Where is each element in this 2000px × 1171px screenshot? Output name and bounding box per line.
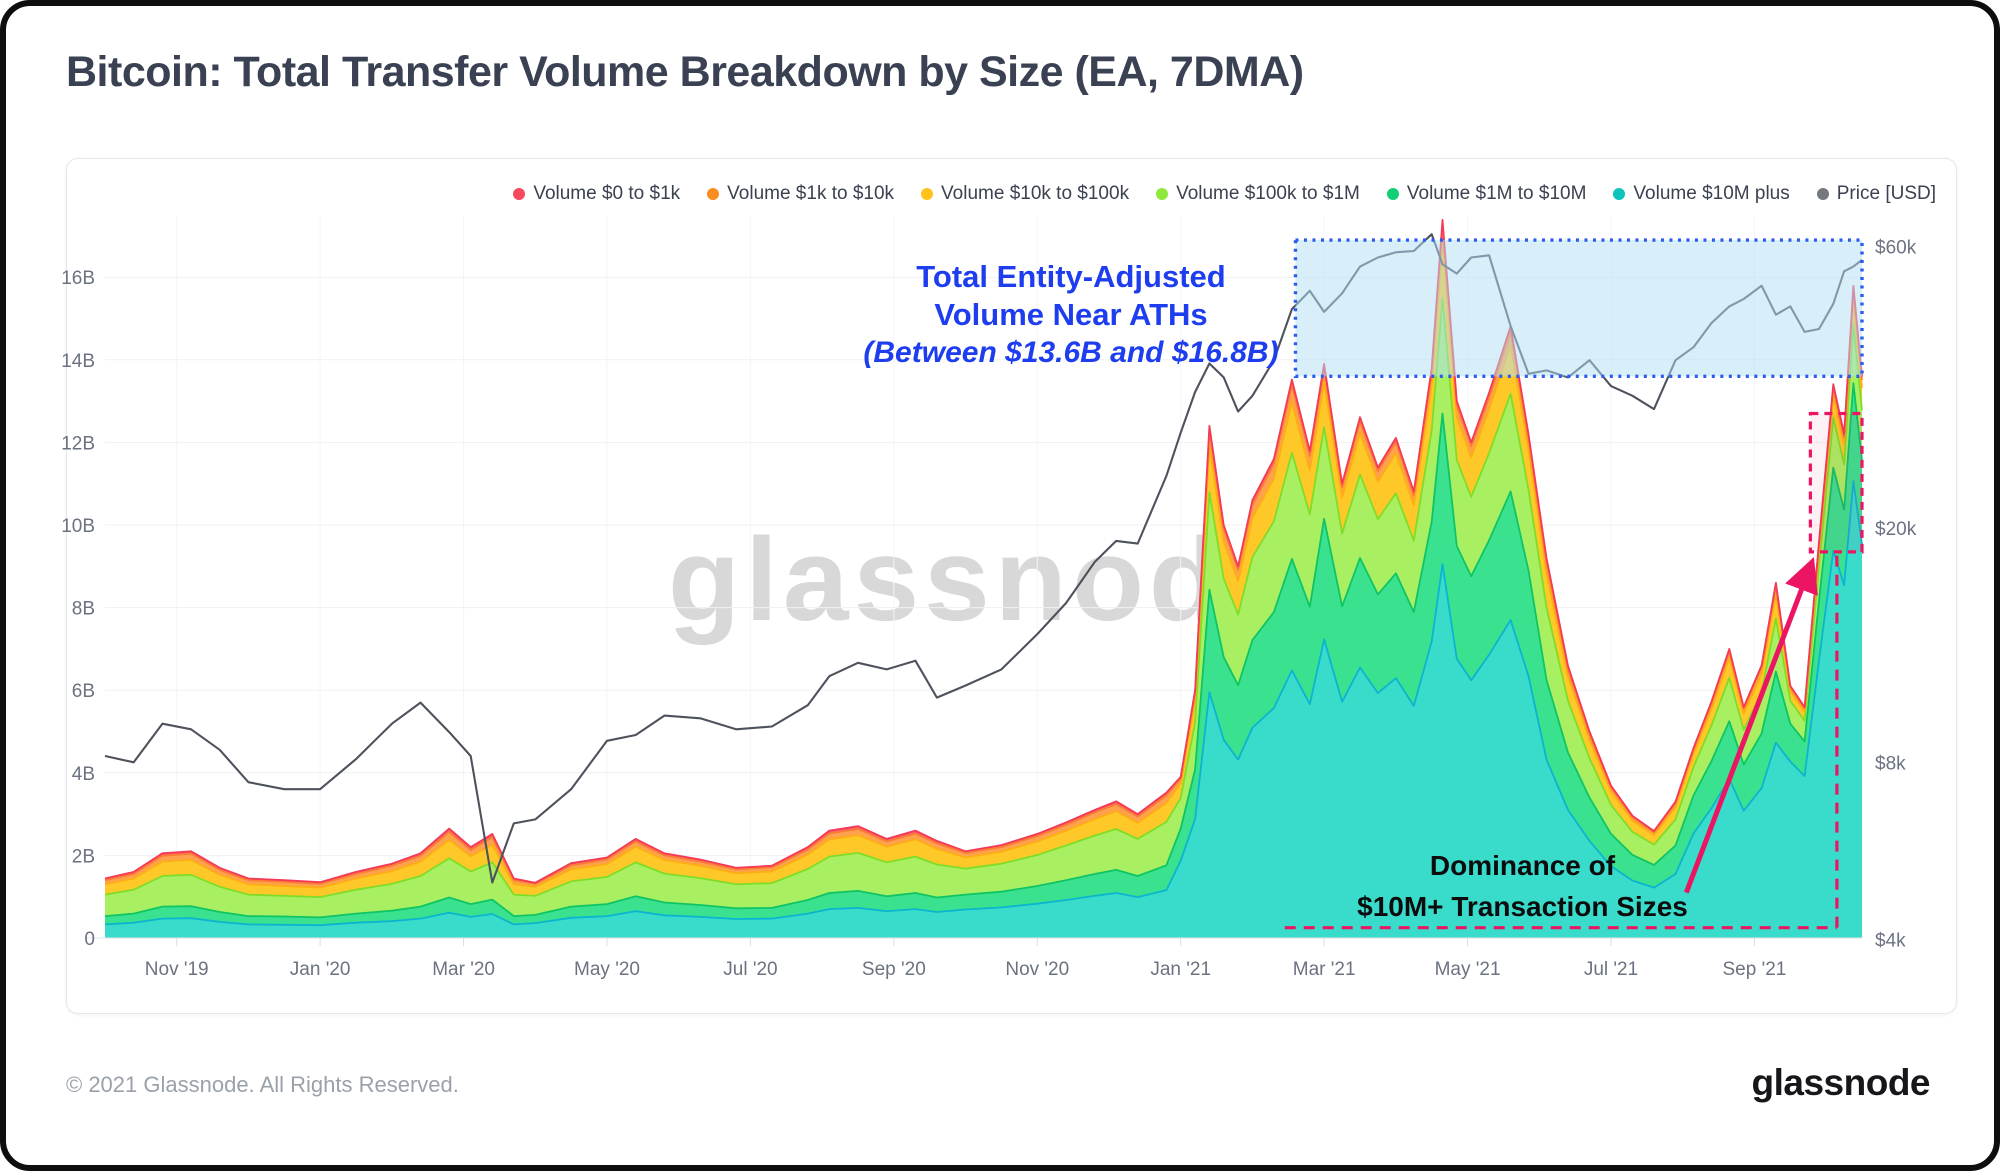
legend-item[interactable]: Volume $100k to $1M — [1156, 183, 1360, 205]
legend-item[interactable]: Volume $10M plus — [1613, 183, 1790, 205]
volume-stacked-areas — [104, 218, 1863, 939]
legend-label: Volume $100k to $1M — [1176, 183, 1360, 204]
area-edge-2 — [104, 297, 1863, 898]
area-edge-0 — [104, 480, 1863, 927]
y-left-tick-label: 14B — [61, 351, 95, 372]
x-tick-label: Sep '20 — [862, 959, 926, 980]
legend-dot-icon — [1156, 188, 1169, 200]
x-tick-label: Jul '21 — [1584, 959, 1638, 980]
axis-labels: 0 2B 4B 6B 8B 10B 12B 14B 16B $60k $20k $8k $4k Nov '… — [61, 238, 1917, 980]
x-tick-label: Mar '20 — [432, 959, 495, 980]
legend-dot-icon — [1816, 188, 1829, 200]
legend-item[interactable]: Volume $10k to $100k — [921, 183, 1129, 205]
dominance-highlight-box — [1808, 411, 1864, 554]
y-left-tick-label: 8B — [72, 599, 95, 620]
y-left-tick-label: 6B — [72, 681, 95, 702]
area-edge-5 — [104, 218, 1863, 884]
y-right-tick-label: $20k — [1875, 519, 1917, 540]
legend-label: Volume $10M plus — [1633, 183, 1790, 204]
y-right-tick-label: $8k — [1875, 753, 1906, 774]
legend-label: Volume $0 to $1k — [533, 183, 681, 204]
y-left-tick-label: 4B — [72, 764, 95, 785]
x-tick-label: Sep '21 — [1722, 959, 1786, 980]
glassnode-watermark: glassnode — [668, 514, 1297, 646]
legend-dot-icon — [921, 188, 934, 200]
legend-label: Volume $10k to $100k — [941, 183, 1130, 204]
x-tick-label: Jan '20 — [290, 959, 351, 980]
dominance-annotation-line1: Dominance of — [1429, 850, 1616, 881]
ath-highlight-box — [1293, 238, 1864, 379]
legend-label: Price [USD] — [1836, 183, 1936, 204]
x-tick-label: May '20 — [574, 959, 640, 980]
y-left-tick-label: 2B — [72, 846, 95, 867]
legend-dot-icon — [513, 188, 526, 200]
x-tick-label: May '21 — [1435, 959, 1501, 980]
y-left-tick-label: 10B — [61, 516, 95, 537]
legend-item[interactable]: Price [USD] — [1816, 183, 1936, 205]
y-left-tick-label: 0 — [84, 929, 95, 950]
dominance-arrow — [1683, 556, 1818, 894]
legend-label: Volume $1M to $10M — [1406, 183, 1587, 204]
x-tick-label: Mar '21 — [1293, 959, 1356, 980]
ath-annotation-line2: Volume Near ATHs — [934, 297, 1208, 332]
dominance-annotation-line2: $10M+ Transaction Sizes — [1357, 891, 1688, 922]
ath-annotation: Total Entity-Adjusted Volume Near ATHs (… — [845, 258, 1297, 372]
page-title: Bitcoin: Total Transfer Volume Breakdown… — [66, 48, 1304, 96]
legend-item[interactable]: Volume $1M to $10M — [1386, 183, 1587, 205]
x-tick-label: Nov '20 — [1005, 959, 1069, 980]
y-left-tick-label: 16B — [61, 268, 95, 289]
y-right-tick-label: $4k — [1875, 931, 1906, 952]
legend-dot-icon — [707, 188, 720, 200]
legend-item[interactable]: Volume $0 to $1k — [513, 183, 680, 205]
legend-item[interactable]: Volume $1k to $10k — [707, 183, 894, 205]
x-tick-label: Nov '19 — [145, 959, 209, 980]
legend-dot-icon — [1386, 188, 1399, 200]
glassnode-logo: glassnode — [1751, 1062, 1931, 1103]
y-right-tick-label: $60k — [1875, 238, 1917, 259]
chart-legend: Volume $0 to $1k Volume $1k to $10k Volume… — [513, 183, 1936, 205]
x-tick-label: Jul '20 — [723, 959, 777, 980]
x-tick-label: Jan '21 — [1150, 959, 1211, 980]
ath-annotation-line3: (Between $13.6B and $16.8B) — [863, 336, 1279, 369]
copyright-text: © 2021 Glassnode. All Rights Reserved. — [66, 1072, 459, 1097]
legend-label: Volume $1k to $10k — [727, 183, 895, 204]
ath-annotation-line1: Total Entity-Adjusted — [916, 259, 1226, 294]
area-0 — [105, 481, 1862, 938]
area-edge-1 — [104, 382, 1863, 919]
y-left-tick-label: 12B — [61, 433, 95, 454]
legend-dot-icon — [1613, 188, 1626, 200]
dominance-annotation: Dominance of $10M+ Transaction Sizes — [1300, 845, 1745, 927]
